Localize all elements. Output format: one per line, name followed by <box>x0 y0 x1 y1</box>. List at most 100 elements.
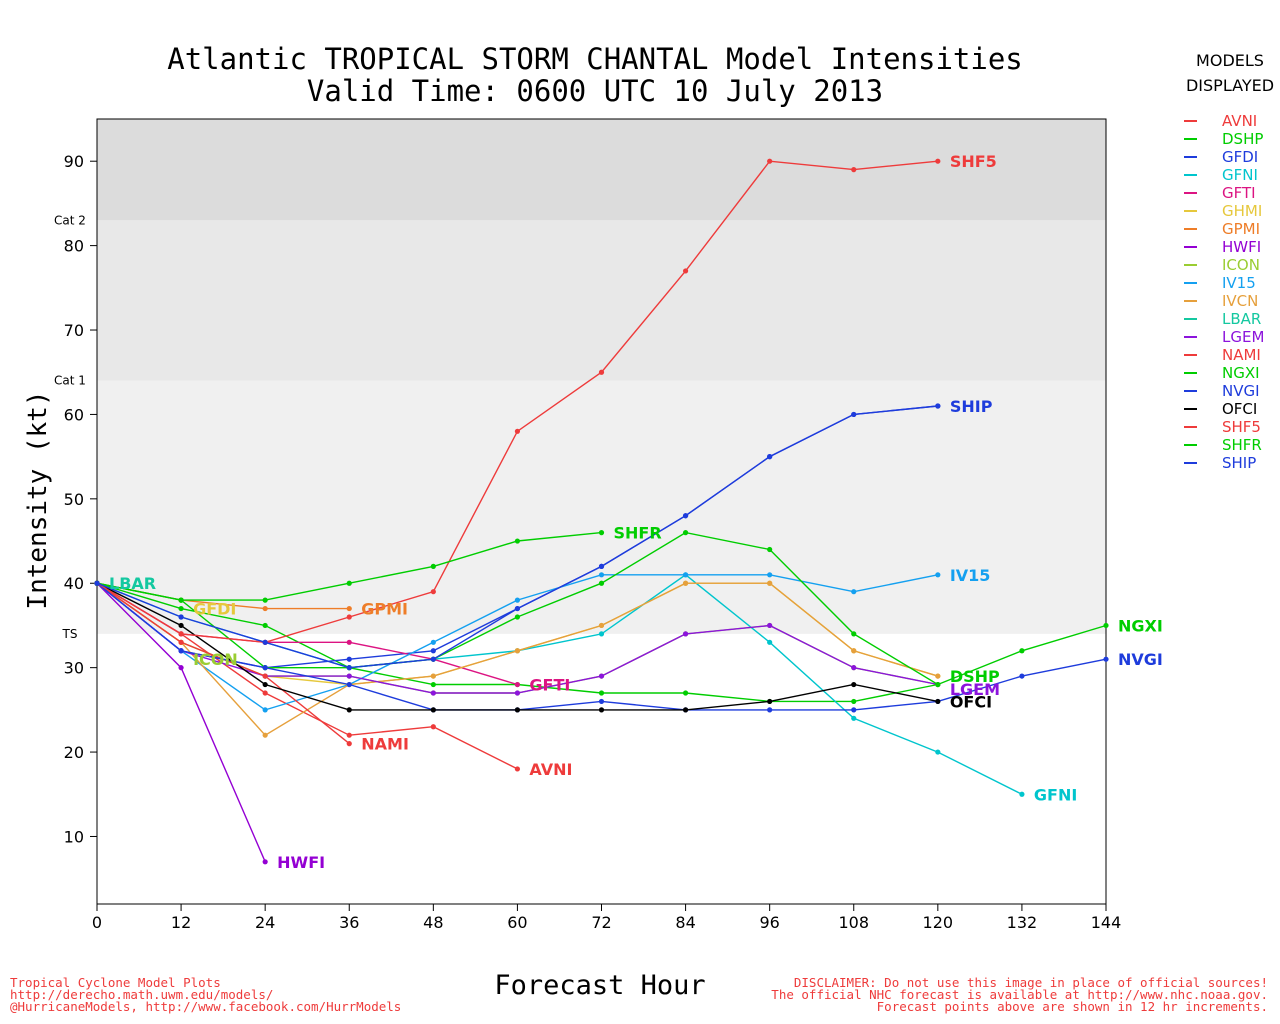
series-point-shf5 <box>514 428 521 434</box>
series-point-ngxi <box>935 681 941 688</box>
series-point-ship <box>935 403 941 409</box>
series-point-ngxi <box>514 614 521 620</box>
series-point-nvgi <box>262 665 268 671</box>
series-end-label: SHF5 <box>950 152 997 171</box>
series-point-lgem <box>851 665 857 671</box>
x-tick-label: 72 <box>591 913 611 932</box>
legend-label: SHIP <box>1222 454 1257 472</box>
series-point-ship <box>178 614 184 620</box>
legend-item-gfti: GFTI <box>1184 184 1279 202</box>
footer-left-line: @HurricaneModels, http://www.facebook.co… <box>10 999 402 1014</box>
series-end-label: GFTI <box>529 676 570 695</box>
legend-swatch <box>1184 264 1197 266</box>
series-end-label: NAMI <box>361 735 409 754</box>
series-point-nvgi <box>346 681 352 688</box>
series-point-ivcn <box>598 622 605 629</box>
x-tick-label: 0 <box>92 913 102 932</box>
series-point-shfr <box>514 538 521 544</box>
threshold-label: Cat 2 <box>54 213 86 227</box>
series-point-ivcn <box>851 648 857 654</box>
series-point-nami <box>178 639 184 645</box>
series-point-ship <box>514 605 521 612</box>
y-tick-label: 40 <box>64 574 84 593</box>
y-tick-label: 90 <box>64 152 84 171</box>
series-end-label: AVNI <box>529 760 572 779</box>
series-point-ship <box>94 580 100 586</box>
series-point-dshp <box>598 690 605 696</box>
legend-item-lgem: LGEM <box>1184 328 1279 346</box>
chart-title: Atlantic TROPICAL STORM CHANTAL Model In… <box>167 42 1023 76</box>
series-point-gfdi <box>346 656 352 662</box>
legend-label: SHF5 <box>1222 418 1261 436</box>
series-point-dshp <box>430 681 436 688</box>
threshold-label: TS <box>62 627 78 641</box>
series-point-shf5 <box>346 614 352 620</box>
legend-swatch <box>1184 390 1197 392</box>
series-point-ngxi <box>1019 648 1025 654</box>
y-tick-label: 80 <box>64 237 84 256</box>
series-point-ship <box>767 454 773 460</box>
y-tick-label: 10 <box>64 827 84 846</box>
series-point-iv15 <box>430 639 436 645</box>
x-tick-label: 120 <box>923 913 954 932</box>
series-point-iv15 <box>851 589 857 595</box>
series-end-label: GPMI <box>361 600 408 619</box>
legend-item-ship: SHIP <box>1184 454 1279 472</box>
series-point-ofci <box>682 707 689 713</box>
legend-label: HWFI <box>1222 238 1262 256</box>
series-point-avni <box>346 732 352 738</box>
series-point-ngxi <box>682 530 689 536</box>
y-tick-label: 70 <box>64 321 84 340</box>
series-point-lgem <box>346 673 352 679</box>
legend-label: SHFR <box>1222 436 1262 454</box>
legend-swatch <box>1184 120 1197 122</box>
series-point-ofci <box>514 707 521 713</box>
legend-header-line2: DISPLAYED <box>1185 76 1275 95</box>
legend-swatch <box>1184 192 1197 194</box>
legend-item-gfni: GFNI <box>1184 166 1279 184</box>
legend-label: NVGI <box>1222 382 1260 400</box>
series-point-dshp <box>682 690 689 696</box>
series-point-lgem <box>682 631 689 637</box>
legend-item-ofci: OFCI <box>1184 400 1279 418</box>
series-point-lgem <box>430 690 436 696</box>
series-point-ivcn <box>430 673 436 679</box>
series-point-ofci <box>935 698 941 705</box>
footer-disclaimer: DISCLAIMER: Do not use this image in pla… <box>771 976 1268 1013</box>
series-point-shfr <box>346 580 352 586</box>
series-point-shf5 <box>430 589 436 595</box>
series-point-ngxi <box>767 546 773 553</box>
legend-item-ghmi: GHMI <box>1184 202 1279 220</box>
legend-label: AVNI <box>1222 112 1258 130</box>
series-end-label: LGEM <box>950 680 1000 699</box>
legend-label: IV15 <box>1222 274 1256 292</box>
legend-label: OFCI <box>1222 400 1258 418</box>
series-point-dshp <box>178 605 184 612</box>
legend-label: GFNI <box>1222 166 1258 184</box>
series-point-shf5 <box>851 167 857 173</box>
series-point-ofci <box>346 707 352 713</box>
series-point-ngxi <box>598 580 605 586</box>
legend-swatch <box>1184 300 1197 302</box>
legend-label: LGEM <box>1222 328 1265 346</box>
legend-label: GPMI <box>1222 220 1261 238</box>
legend-swatch <box>1184 210 1197 212</box>
series-point-ivcn <box>682 580 689 586</box>
series-point-nvgi <box>767 707 773 713</box>
legend-label: NGXI <box>1222 364 1260 382</box>
legend-swatch <box>1184 408 1197 410</box>
series-point-nami <box>262 673 268 679</box>
legend-label: GFDI <box>1222 148 1259 166</box>
legend-swatch <box>1184 246 1197 248</box>
x-tick-label: 24 <box>255 913 275 932</box>
series-point-gpmi <box>346 605 352 612</box>
series-end-label: HWFI <box>277 853 325 872</box>
legend-item-nami: NAMI <box>1184 346 1279 364</box>
legend-item-nvgi: NVGI <box>1184 382 1279 400</box>
series-point-shf5 <box>935 158 941 164</box>
x-tick-label: 84 <box>675 913 695 932</box>
legend-swatch <box>1184 228 1197 230</box>
series-point-iv15 <box>682 572 689 578</box>
series-point-nvgi <box>1019 673 1025 679</box>
series-point-ship <box>346 665 352 671</box>
